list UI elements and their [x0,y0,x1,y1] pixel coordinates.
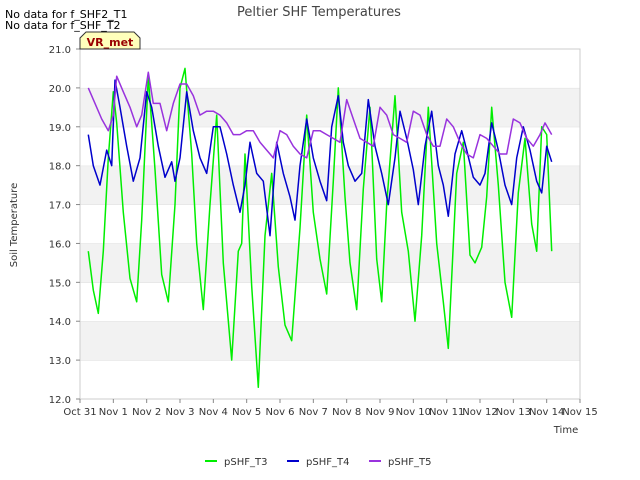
x-tick-label: Nov 6 [265,407,294,418]
series-line-pshf-t4 [87,79,553,237]
x-tick-label: Nov 2 [132,407,161,418]
no-data-note-1: No data for f_SHF2_T1 [5,8,128,21]
y-tick-label: 13.0 [49,356,71,367]
y-tick-label: 20.0 [49,84,71,95]
grid-bands [80,48,580,399]
x-tick-label: Nov 10 [396,407,431,418]
grid-band [80,282,580,322]
x-tick-label: Nov 15 [562,407,597,418]
x-tick-label: Nov 4 [199,407,228,418]
x-tick-label: Nov 7 [299,407,328,418]
x-tick-label: Nov 13 [496,407,531,418]
legend-label: pSHF_T3 [224,457,267,468]
x-tick-label: Nov 12 [462,407,497,418]
x-tick-label: Nov 9 [365,407,394,418]
grid-band [80,87,580,127]
y-tick-label: 15.0 [49,278,71,289]
y-tick-label: 16.0 [49,239,71,250]
y-axis-ticks: 12.0 13.0 14.0 15.0 16.0 17.0 18.0 19.0 20.0 21.0 [49,45,80,406]
chart-title: Peltier SHF Temperatures [237,5,401,20]
y-tick-label: 18.0 [49,162,71,173]
x-tick-label: Nov 1 [99,407,128,418]
grid-band [80,49,580,88]
x-tick-label: Nov 3 [165,407,194,418]
y-tick-label: 17.0 [49,201,71,212]
x-tick-label: Oct 31 [63,407,96,418]
plot-frame [79,48,581,400]
y-axis-label: Soil Temperature [9,183,20,268]
legend-label: pSHF_T4 [306,457,349,468]
x-tick-label: Nov 8 [332,407,361,418]
y-tick-label: 21.0 [49,45,71,56]
x-tick-label: Nov 11 [429,407,464,418]
vr-met-badge: VR_met [79,31,141,50]
no-data-note-2: No data for f_SHF_T2 [5,19,121,32]
legend-label: pSHF_T5 [388,457,431,468]
series-line-pshf-t5 [87,71,553,159]
legend: pSHF_T3 pSHF_T4 pSHF_T5 [205,457,431,468]
y-tick-label: 14.0 [49,317,71,328]
vr-met-label: VR_met [87,36,134,49]
y-tick-label: 12.0 [49,395,71,406]
x-tick-label: Nov 14 [529,407,564,418]
x-tick-label: Nov 5 [232,407,261,418]
y-tick-label: 19.0 [49,123,71,134]
grid-band [80,321,580,361]
series-line-pshf-t3 [87,67,553,389]
grid-band [80,360,580,399]
x-axis-ticks: Oct 31 Nov 1 Nov 2 Nov 3 Nov 4 Nov 5 Nov 6 Nov … [63,399,598,418]
x-axis-label: Time [553,425,578,436]
series-layer [87,67,553,389]
